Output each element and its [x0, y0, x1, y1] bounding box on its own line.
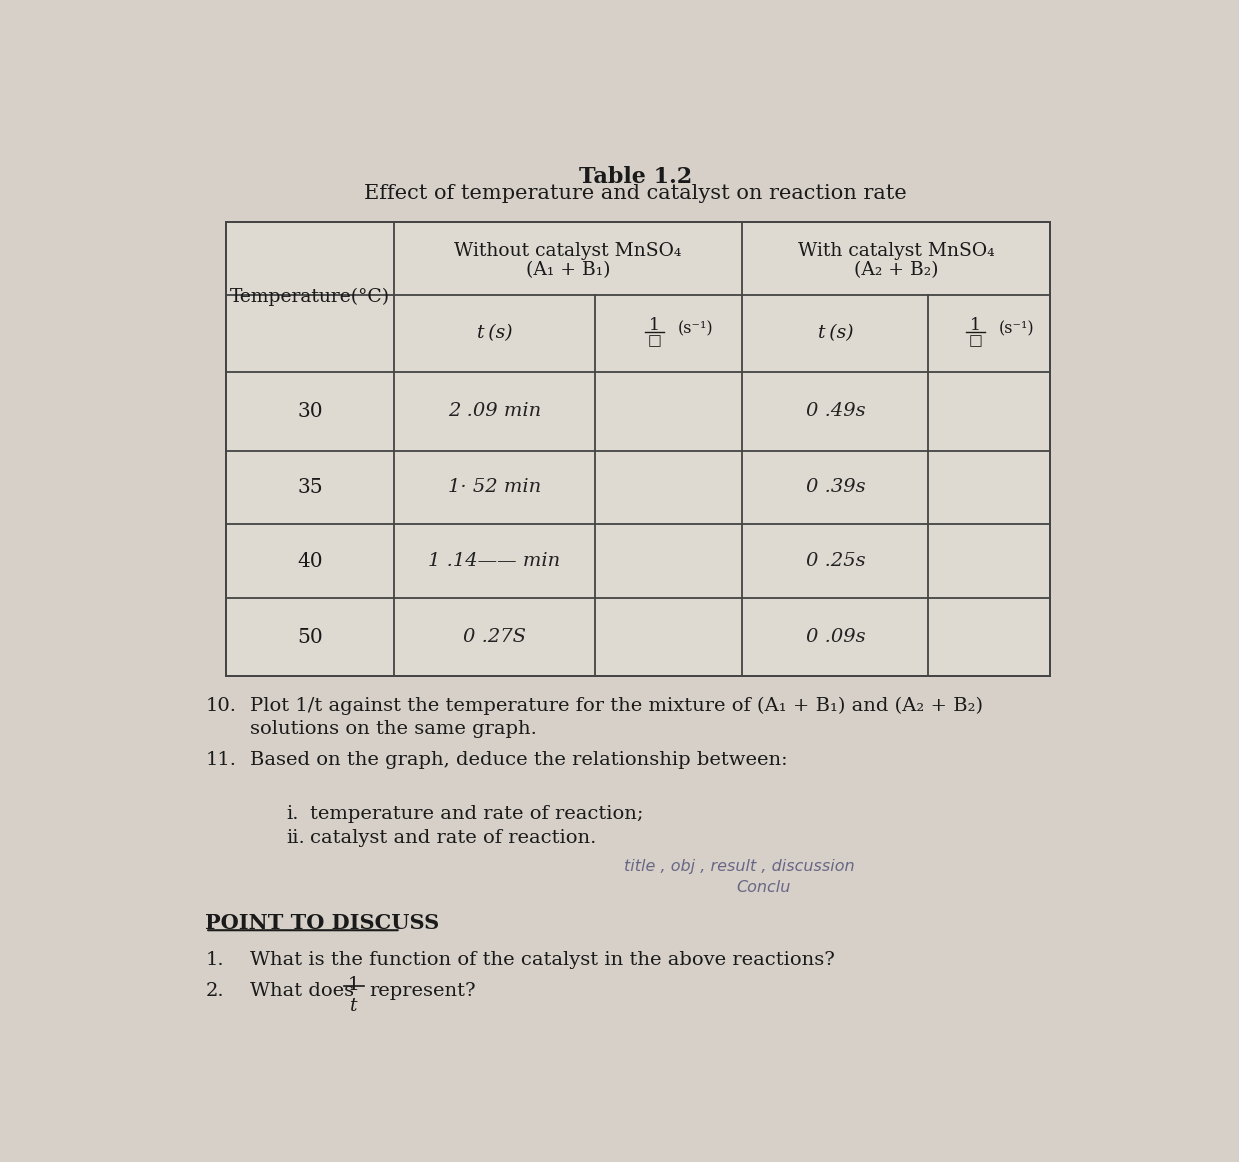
- Text: 0 .09s: 0 .09s: [805, 629, 865, 646]
- Text: 1: 1: [348, 976, 361, 994]
- Text: Based on the graph, deduce the relationship between:: Based on the graph, deduce the relations…: [250, 751, 788, 769]
- Text: 0 .49s: 0 .49s: [805, 402, 865, 421]
- Text: t (s): t (s): [477, 324, 512, 343]
- Text: 1: 1: [970, 317, 981, 335]
- Text: 2.: 2.: [206, 982, 224, 999]
- Text: Table 1.2: Table 1.2: [579, 166, 693, 187]
- Text: temperature and rate of reaction;: temperature and rate of reaction;: [310, 805, 643, 823]
- Text: 1: 1: [649, 317, 660, 335]
- Text: ii.: ii.: [286, 830, 305, 847]
- Text: (s⁻¹): (s⁻¹): [678, 321, 714, 337]
- Text: 35: 35: [297, 478, 322, 497]
- Text: POINT TO DISCUSS: POINT TO DISCUSS: [206, 912, 440, 933]
- Text: 0 .39s: 0 .39s: [805, 479, 865, 496]
- Text: 1 .14—— min: 1 .14—— min: [429, 552, 560, 571]
- Text: 30: 30: [297, 402, 322, 421]
- Text: 0 .25s: 0 .25s: [805, 552, 865, 571]
- Text: 10.: 10.: [206, 697, 237, 715]
- Text: t: t: [351, 997, 358, 1016]
- Text: What is the function of the catalyst in the above reactions?: What is the function of the catalyst in …: [250, 951, 835, 969]
- Text: 11.: 11.: [206, 751, 237, 769]
- Text: (s⁻¹): (s⁻¹): [999, 321, 1035, 337]
- Text: 0 .27S: 0 .27S: [463, 629, 525, 646]
- Text: What does: What does: [250, 982, 354, 999]
- Text: □: □: [648, 335, 662, 349]
- Text: 1.: 1.: [206, 951, 224, 969]
- Text: 2 .09 min: 2 .09 min: [447, 402, 541, 421]
- Text: Temperature(°C): Temperature(°C): [229, 288, 390, 306]
- Text: (A₂ + B₂): (A₂ + B₂): [854, 261, 938, 279]
- Text: i.: i.: [286, 805, 299, 823]
- Text: Plot 1/t against the temperature for the mixture of (A₁ + B₁) and (A₂ + B₂): Plot 1/t against the temperature for the…: [250, 697, 984, 715]
- Text: With catalyst MnSO₄: With catalyst MnSO₄: [798, 242, 995, 259]
- Text: t (s): t (s): [818, 324, 854, 343]
- Text: 50: 50: [297, 627, 322, 647]
- Text: Without catalyst MnSO₄: Without catalyst MnSO₄: [455, 242, 681, 259]
- Text: Conclu: Conclu: [736, 880, 790, 895]
- Bar: [227, 222, 1049, 676]
- Text: catalyst and rate of reaction.: catalyst and rate of reaction.: [310, 830, 596, 847]
- Text: 1· 52 min: 1· 52 min: [447, 479, 541, 496]
- Text: Effect of temperature and catalyst on reaction rate: Effect of temperature and catalyst on re…: [364, 184, 907, 203]
- Text: represent?: represent?: [369, 982, 476, 999]
- Text: (A₁ + B₁): (A₁ + B₁): [525, 261, 610, 279]
- Text: solutions on the same graph.: solutions on the same graph.: [250, 720, 536, 738]
- Text: title , obj , result , discussion: title , obj , result , discussion: [623, 859, 855, 874]
- Text: □: □: [968, 335, 983, 349]
- Text: 40: 40: [297, 552, 322, 571]
